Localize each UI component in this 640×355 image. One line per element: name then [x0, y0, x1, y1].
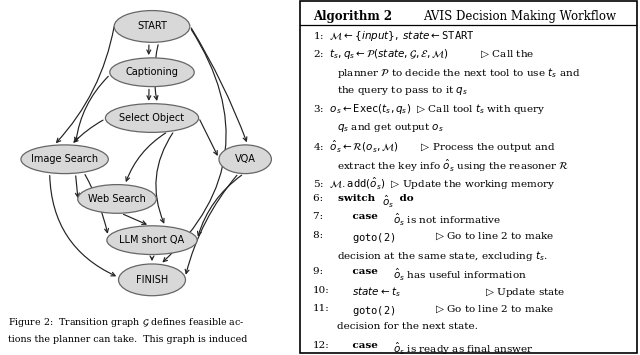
Text: AVIS Decision Making Workflow: AVIS Decision Making Workflow [423, 10, 616, 22]
Ellipse shape [77, 185, 156, 213]
Ellipse shape [118, 264, 186, 296]
FancyArrowPatch shape [85, 175, 108, 233]
FancyArrowPatch shape [198, 175, 242, 235]
Text: 1:  $\mathcal{M} \leftarrow \{input\},\; state \leftarrow \mathtt{START}$: 1: $\mathcal{M} \leftarrow \{input\},\; … [313, 29, 475, 43]
Text: START: START [137, 21, 167, 32]
Text: decision at the same state, excluding $t_s$.: decision at the same state, excluding $t… [337, 249, 548, 263]
Ellipse shape [21, 145, 108, 174]
Text: 11:: 11: [313, 304, 330, 313]
Text: Select Object: Select Object [120, 113, 184, 123]
Ellipse shape [110, 58, 194, 87]
Text: $\hat{o}_s$: $\hat{o}_s$ [382, 194, 394, 210]
Text: 7:: 7: [313, 212, 330, 221]
FancyArrowPatch shape [163, 29, 226, 262]
Text: Image Search: Image Search [31, 154, 98, 164]
Text: 8:: 8: [313, 230, 330, 240]
FancyArrowPatch shape [24, 154, 34, 163]
Text: VQA: VQA [235, 154, 255, 164]
FancyArrowPatch shape [124, 214, 146, 224]
FancyArrowPatch shape [76, 176, 79, 197]
FancyArrowPatch shape [191, 28, 247, 141]
FancyArrowPatch shape [74, 120, 103, 142]
FancyArrowPatch shape [147, 89, 151, 100]
Text: 3:  $o_s \leftarrow \mathtt{Exec}(t_s, q_s)$  $\triangleright$ Call tool $t_s$ w: 3: $o_s \leftarrow \mathtt{Exec}(t_s, q_… [313, 102, 545, 116]
Text: $\hat{o}_s$ is ready as final answer: $\hat{o}_s$ is ready as final answer [394, 340, 534, 355]
FancyArrowPatch shape [126, 133, 166, 181]
Text: $\mathtt{goto(2)}$: $\mathtt{goto(2)}$ [352, 230, 396, 245]
Text: $\triangleright$ Update state: $\triangleright$ Update state [485, 285, 566, 299]
Text: 5:  $\mathcal{M}.\mathtt{add}(\hat{o}_s)$  $\triangleright$ Update the working m: 5: $\mathcal{M}.\mathtt{add}(\hat{o}_s)$… [313, 176, 556, 192]
FancyArrowPatch shape [154, 45, 158, 100]
Text: Figure 2:  Transition graph $\mathcal{G}$ defines feasible ac-: Figure 2: Transition graph $\mathcal{G}$… [8, 316, 244, 329]
Ellipse shape [107, 226, 197, 255]
FancyArrowPatch shape [185, 175, 237, 273]
FancyArrowPatch shape [150, 256, 154, 260]
Text: $state \leftarrow t_s$: $state \leftarrow t_s$ [352, 285, 401, 299]
Text: 6:: 6: [313, 194, 330, 203]
FancyArrowPatch shape [156, 133, 173, 223]
Text: $\hat{o}_s$ is not informative: $\hat{o}_s$ is not informative [394, 212, 502, 228]
Text: case: case [339, 267, 382, 276]
Ellipse shape [106, 104, 198, 132]
Text: $\triangleright$ Go to line 2 to make: $\triangleright$ Go to line 2 to make [435, 304, 554, 315]
FancyArrowPatch shape [56, 27, 114, 142]
Text: 9:: 9: [313, 267, 330, 276]
Text: planner $\mathcal{P}$ to decide the next tool to use $t_s$ and: planner $\mathcal{P}$ to decide the next… [337, 66, 580, 80]
Text: 2:  $t_s, q_s \leftarrow \mathcal{P}(state, \mathcal{G}, \mathcal{E}, \mathcal{M: 2: $t_s, q_s \leftarrow \mathcal{P}(stat… [313, 47, 534, 61]
Text: $\triangleright$ Go to line 2 to make: $\triangleright$ Go to line 2 to make [435, 230, 554, 242]
FancyArrowPatch shape [200, 120, 217, 155]
Text: switch: switch [339, 194, 379, 203]
Text: $q_s$ and get output $o_s$: $q_s$ and get output $o_s$ [337, 121, 444, 133]
FancyArrowPatch shape [184, 235, 195, 244]
Text: $\mathtt{goto(2)}$: $\mathtt{goto(2)}$ [352, 304, 396, 318]
Text: LLM short QA: LLM short QA [120, 235, 184, 245]
Text: Web Search: Web Search [88, 194, 146, 204]
FancyArrowPatch shape [50, 175, 115, 276]
Text: Algorithm 2: Algorithm 2 [313, 10, 392, 22]
Text: do: do [396, 194, 413, 203]
Text: $\hat{o}_s$ has useful information: $\hat{o}_s$ has useful information [394, 267, 527, 283]
Text: tions the planner can take.  This graph is induced: tions the planner can take. This graph i… [8, 335, 247, 344]
Text: decision for the next state.: decision for the next state. [337, 322, 477, 331]
Ellipse shape [219, 145, 271, 174]
FancyArrowPatch shape [147, 45, 151, 54]
Text: 12:: 12: [313, 340, 330, 350]
Ellipse shape [114, 11, 190, 42]
Text: extract the key info $\hat{o}_s$ using the reasoner $\mathcal{R}$: extract the key info $\hat{o}_s$ using t… [337, 157, 569, 174]
Text: case: case [339, 340, 382, 350]
Text: case: case [339, 212, 382, 221]
Text: FINISH: FINISH [136, 275, 168, 285]
Text: 10:: 10: [313, 285, 330, 295]
Text: Captioning: Captioning [125, 67, 179, 77]
Text: 4:  $\hat{o}_s \leftarrow \mathcal{R}(o_s, \mathcal{M})$       $\triangleright$ : 4: $\hat{o}_s \leftarrow \mathcal{R}(o_s… [313, 139, 556, 155]
Text: the query to pass to it $q_s$: the query to pass to it $q_s$ [337, 84, 468, 97]
FancyArrowPatch shape [74, 76, 108, 141]
